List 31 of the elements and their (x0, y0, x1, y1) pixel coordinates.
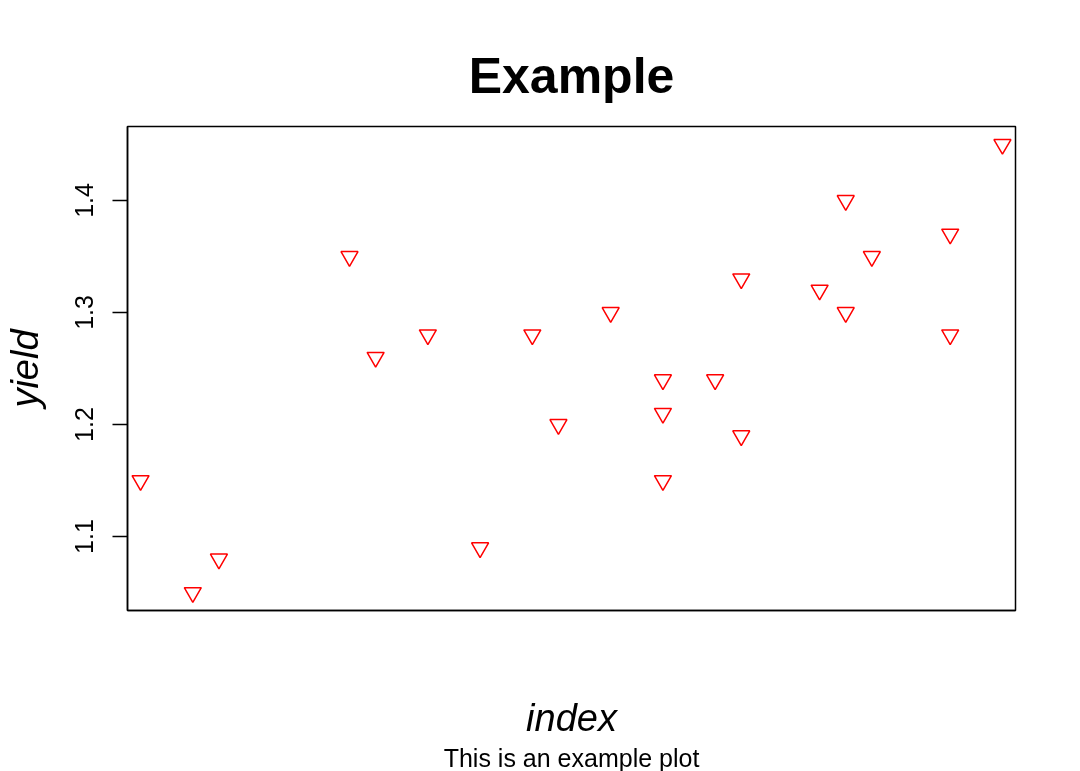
point (470, 542, 490, 559)
point (549, 418, 568, 436)
point (653, 407, 673, 424)
point (862, 250, 882, 268)
x-axis-title: index (526, 696, 619, 739)
point (183, 586, 203, 604)
point (836, 194, 855, 212)
point (705, 374, 725, 391)
y-tick-label: 1.4 (70, 182, 99, 218)
point (993, 138, 1012, 155)
y-tick-label: 1.2 (70, 407, 99, 442)
point (810, 284, 829, 301)
point (131, 474, 150, 492)
point (732, 273, 751, 290)
chart-title: Example (468, 47, 675, 104)
point (209, 553, 229, 570)
point (523, 329, 542, 346)
y-tick-label: 1.3 (70, 295, 99, 330)
point (601, 306, 620, 324)
point (418, 329, 438, 346)
y-axis-title: yield (3, 327, 46, 411)
point (653, 474, 673, 492)
point (340, 250, 359, 268)
text: This is an example plot (443, 743, 700, 771)
point (940, 329, 960, 346)
point (366, 351, 385, 368)
y-tick-label: 1.1 (70, 519, 99, 554)
point (732, 430, 751, 447)
point (940, 228, 960, 245)
point (836, 306, 855, 324)
point (653, 374, 673, 391)
